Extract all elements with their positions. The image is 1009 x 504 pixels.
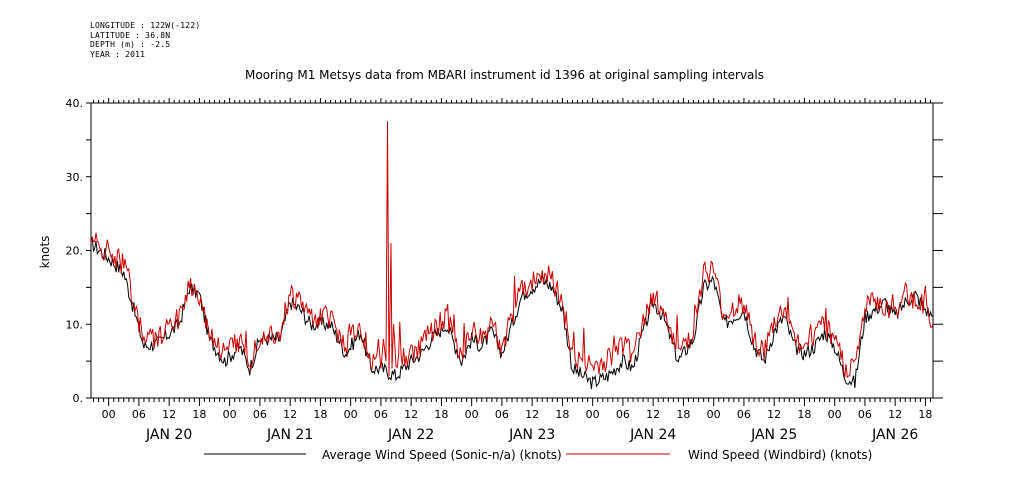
x-tick-label: 06	[858, 408, 872, 421]
x-tick-label: 18	[676, 408, 690, 421]
series-line-0	[90, 236, 934, 390]
x-tick-label: 18	[797, 408, 811, 421]
depth-text: DEPTH (m) : -2.5	[90, 40, 171, 49]
y-tick-label: 20.	[66, 245, 84, 258]
x-tick-label: 00	[465, 408, 479, 421]
y-axis-label: knots	[38, 236, 52, 269]
series-line-1	[90, 121, 934, 379]
y-tick-label: 10.	[66, 318, 84, 331]
chart-title: Mooring M1 Metsys data from MBARI instru…	[245, 68, 764, 82]
x-tick-label: 00	[344, 408, 358, 421]
x-tick-label: 06	[132, 408, 146, 421]
y-tick-label: 30.	[66, 171, 84, 184]
x-tick-label: 06	[374, 408, 388, 421]
x-tick-label: 18	[434, 408, 448, 421]
x-tick-label: 06	[737, 408, 751, 421]
metadata-block: LONGITUDE : 122W(-122) LATITUDE : 36.8N …	[90, 21, 200, 59]
legend-label-sonic: Average Wind Speed (Sonic-n/a) (knots)	[322, 448, 562, 462]
year-text: YEAR : 2011	[90, 49, 146, 59]
longitude-text: LONGITUDE : 122W(-122)	[90, 21, 201, 30]
x-tick-label: 12	[404, 408, 418, 421]
x-tick-label: 00	[586, 408, 600, 421]
x-tick-label: 18	[313, 408, 327, 421]
x-tick-label: 00	[223, 408, 237, 421]
x-tick-label: 00	[102, 408, 116, 421]
legend-label-windbird: Wind Speed (Windbird) (knots)	[688, 448, 872, 462]
day-label: JAN 24	[629, 427, 676, 443]
day-label: JAN 20	[145, 427, 192, 443]
x-tick-label: 06	[495, 408, 509, 421]
x-tick-label: 12	[283, 408, 297, 421]
day-label: JAN 26	[871, 427, 918, 443]
y-tick-label: 0.	[73, 392, 84, 405]
x-tick-label: 12	[646, 408, 660, 421]
x-tick-label: 12	[525, 408, 539, 421]
day-label: JAN 23	[508, 427, 555, 443]
x-tick-label: 12	[888, 408, 902, 421]
y-tick-label: 40.	[66, 97, 84, 110]
latitude-text: LATITUDE : 36.8N	[90, 30, 171, 40]
day-label: JAN 22	[387, 427, 434, 443]
x-tick-label: 06	[616, 408, 630, 421]
x-tick-label: 00	[707, 408, 721, 421]
day-label: JAN 21	[266, 427, 313, 443]
day-label: JAN 25	[750, 427, 797, 443]
x-tick-label: 18	[192, 408, 206, 421]
x-tick-label: 12	[767, 408, 781, 421]
x-tick-label: 12	[162, 408, 176, 421]
x-tick-label: 18	[555, 408, 569, 421]
x-tick-label: 18	[918, 408, 932, 421]
x-tick-label: 06	[253, 408, 267, 421]
x-tick-label: 00	[828, 408, 842, 421]
